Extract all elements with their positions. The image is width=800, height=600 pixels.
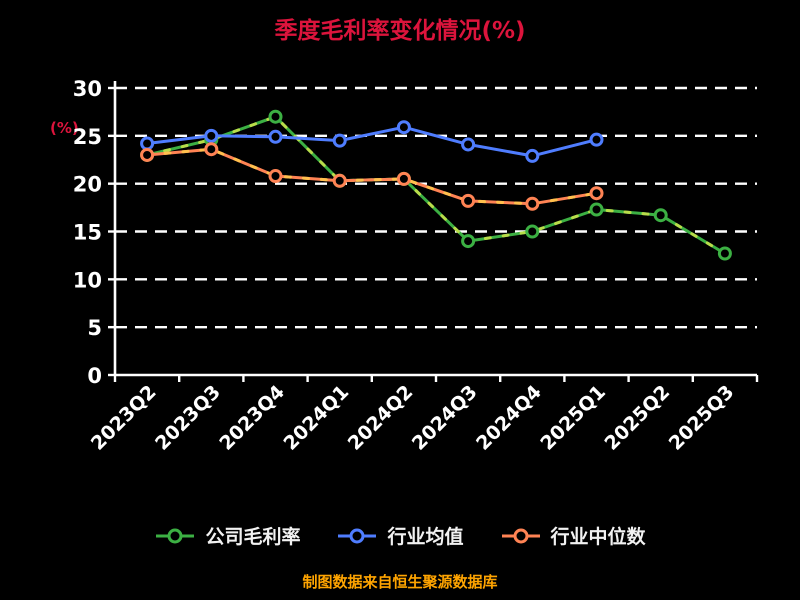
x-tick-label: 2024Q3 xyxy=(408,381,482,455)
data-point xyxy=(461,137,476,152)
y-tick-label: 25 xyxy=(73,125,102,149)
data-point xyxy=(396,120,411,135)
data-point xyxy=(332,133,347,148)
legend-label: 行业中位数 xyxy=(550,526,646,548)
x-tick-label: 2023Q4 xyxy=(215,381,289,455)
legend-marker-icon xyxy=(501,528,540,543)
data-source-caption: 制图数据来自恒生聚源数据库 xyxy=(302,573,498,591)
series-line-2 xyxy=(140,120,604,163)
y-tick-label: 30 xyxy=(73,77,102,101)
legend-item-3[interactable]: 行业中位数 xyxy=(500,522,646,549)
series-line-3 xyxy=(140,142,604,211)
data-point xyxy=(589,186,604,201)
data-point xyxy=(717,246,732,261)
x-tick-label: 2024Q1 xyxy=(280,381,354,455)
y-tick-label: 15 xyxy=(73,221,102,245)
grid-lines xyxy=(115,86,757,329)
data-point xyxy=(204,142,219,157)
x-tick-label: 2024Q2 xyxy=(344,381,418,455)
data-point xyxy=(525,148,540,163)
data-point xyxy=(268,109,283,124)
data-point xyxy=(204,128,219,143)
data-point xyxy=(332,173,347,188)
legend-item-2[interactable]: 行业均值 xyxy=(336,522,464,549)
data-point xyxy=(461,193,476,208)
x-tick-label: 2023Q3 xyxy=(151,381,225,455)
y-axis-unit-label: (%) xyxy=(50,119,79,137)
data-point xyxy=(525,224,540,239)
y-tick-label: 20 xyxy=(73,173,102,197)
x-tick-label: 2025Q2 xyxy=(601,381,675,455)
x-tick-label: 2025Q1 xyxy=(536,381,610,455)
data-point xyxy=(140,136,155,151)
data-point xyxy=(140,147,155,162)
y-tick-label: 5 xyxy=(87,316,102,340)
data-point xyxy=(589,132,604,147)
data-point xyxy=(268,169,283,184)
data-point xyxy=(461,234,476,249)
axes: 0510152025302023Q22023Q32023Q42024Q12024… xyxy=(73,77,759,455)
legend-label: 行业均值 xyxy=(387,526,464,548)
chart-legend: 公司毛利率 行业均值 行业中位数 xyxy=(0,522,800,549)
x-tick-label: 2024Q4 xyxy=(472,381,546,455)
data-point xyxy=(268,129,283,144)
data-point xyxy=(396,171,411,186)
chart-title: 季度毛利率变化情况(%) xyxy=(274,18,526,44)
x-tick-label: 2023Q2 xyxy=(87,381,161,455)
legend-marker-icon xyxy=(156,528,195,543)
data-point xyxy=(525,196,540,211)
series-line-1 xyxy=(140,109,732,261)
x-tick-label: 2025Q3 xyxy=(665,381,739,455)
data-point xyxy=(589,202,604,217)
y-tick-label: 0 xyxy=(87,364,102,388)
data-point xyxy=(653,208,668,223)
legend-marker-icon xyxy=(338,528,377,543)
legend-label: 公司毛利率 xyxy=(205,526,301,548)
legend-item-1[interactable]: 公司毛利率 xyxy=(154,522,300,549)
y-tick-label: 10 xyxy=(73,268,102,292)
